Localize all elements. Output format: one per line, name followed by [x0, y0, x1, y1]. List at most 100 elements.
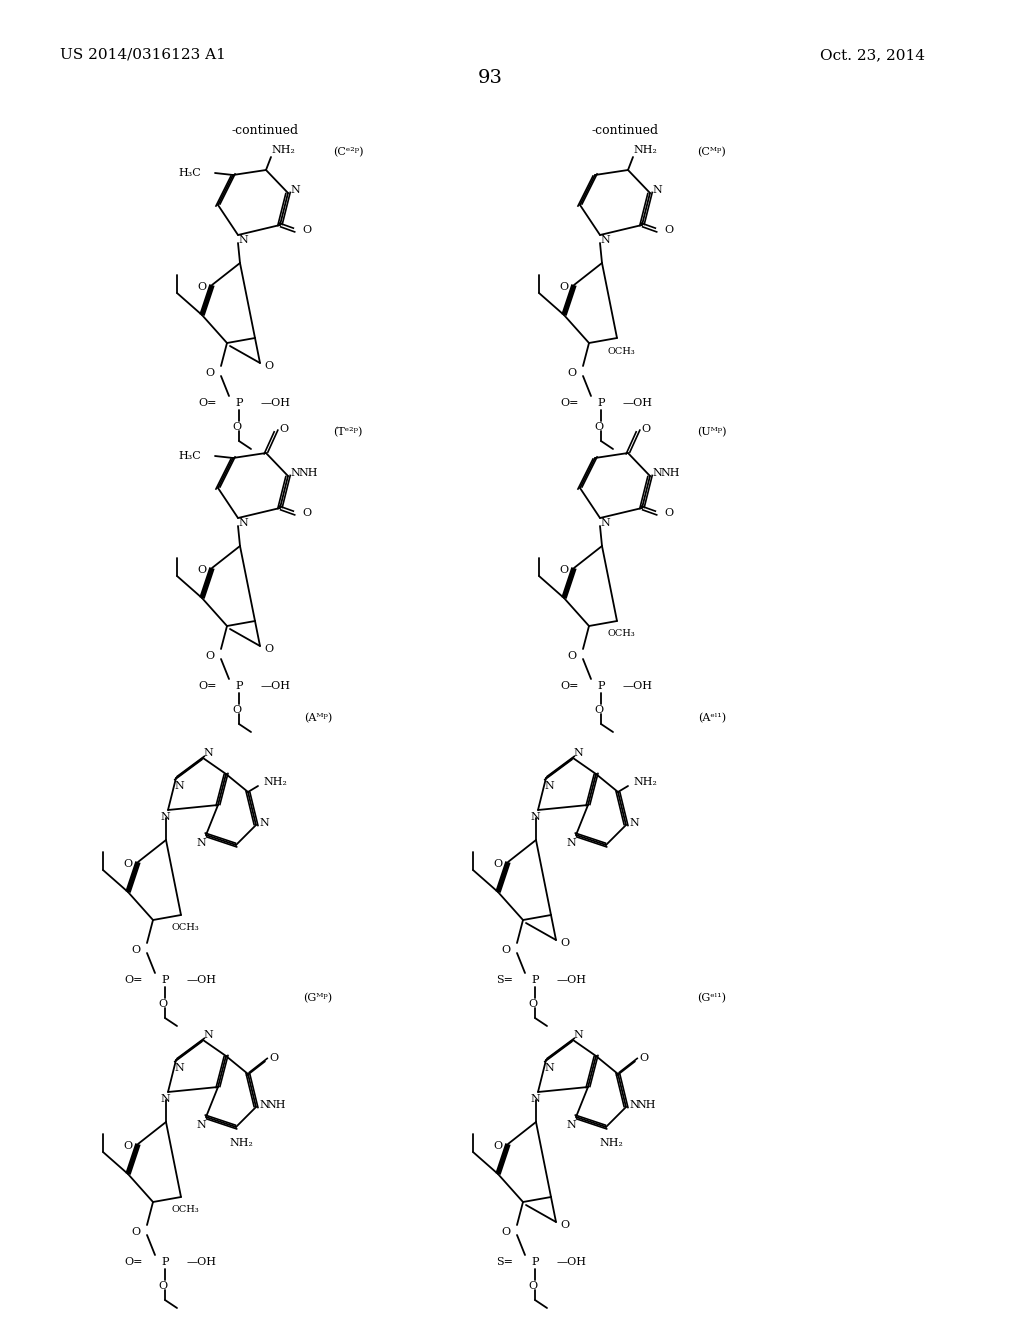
Text: N: N — [203, 1030, 213, 1040]
Text: N: N — [174, 1063, 184, 1073]
Text: O: O — [567, 368, 575, 378]
Text: O: O — [559, 282, 568, 292]
Text: S=: S= — [496, 1257, 513, 1267]
Text: O: O — [528, 1280, 538, 1291]
Text: H₃C: H₃C — [178, 451, 201, 461]
Text: O: O — [665, 224, 674, 235]
Text: N: N — [197, 838, 206, 847]
Text: N: N — [600, 235, 610, 246]
Text: O: O — [494, 1140, 503, 1151]
Text: N: N — [290, 185, 300, 195]
Text: N: N — [239, 517, 248, 528]
Text: N: N — [544, 1063, 554, 1073]
Text: O: O — [159, 999, 168, 1008]
Text: O: O — [232, 422, 242, 432]
Text: O=: O= — [560, 681, 579, 690]
Text: (Gᵉˡ¹): (Gᵉˡ¹) — [697, 993, 726, 1003]
Text: OCH₃: OCH₃ — [607, 346, 635, 355]
Text: O: O — [264, 644, 273, 653]
Text: O: O — [131, 945, 140, 954]
Text: —OH: —OH — [557, 1257, 587, 1267]
Text: O: O — [205, 368, 214, 378]
Text: P: P — [597, 399, 605, 408]
Text: Oct. 23, 2014: Oct. 23, 2014 — [820, 48, 925, 62]
Text: N: N — [600, 517, 610, 528]
Text: NH₂: NH₂ — [633, 777, 656, 787]
Text: O: O — [665, 508, 674, 517]
Text: NH₂: NH₂ — [599, 1138, 623, 1148]
Text: O=: O= — [125, 1257, 143, 1267]
Text: (Gᴹᵖ): (Gᴹᵖ) — [303, 993, 333, 1003]
Text: N: N — [652, 469, 662, 478]
Text: O: O — [528, 999, 538, 1008]
Text: -continued: -continued — [592, 124, 658, 136]
Text: OCH₃: OCH₃ — [607, 630, 635, 639]
Text: N: N — [239, 235, 248, 246]
Text: N: N — [530, 1094, 540, 1104]
Text: N: N — [203, 748, 213, 758]
Text: O: O — [494, 859, 503, 869]
Text: N: N — [174, 781, 184, 791]
Text: —OH: —OH — [261, 399, 291, 408]
Text: O=: O= — [125, 975, 143, 985]
Text: NH: NH — [660, 469, 680, 478]
Text: H₃C: H₃C — [178, 168, 201, 178]
Text: O: O — [269, 1053, 279, 1063]
Text: O: O — [205, 651, 214, 661]
Text: (Cᵉ²ᵖ): (Cᵉ²ᵖ) — [333, 147, 364, 157]
Text: —OH: —OH — [623, 399, 653, 408]
Text: O: O — [567, 651, 575, 661]
Text: NH₂: NH₂ — [271, 145, 295, 154]
Text: OCH₃: OCH₃ — [171, 924, 199, 932]
Text: N: N — [629, 818, 639, 828]
Text: O: O — [302, 508, 311, 517]
Text: O: O — [198, 565, 207, 576]
Text: NH₂: NH₂ — [263, 777, 287, 787]
Text: N: N — [290, 469, 300, 478]
Text: O: O — [159, 1280, 168, 1291]
Text: (Tᵉ²ᵖ): (Tᵉ²ᵖ) — [334, 426, 362, 437]
Text: N: N — [197, 1119, 206, 1130]
Text: (Aᵉˡ¹): (Aᵉˡ¹) — [698, 713, 726, 723]
Text: -continued: -continued — [231, 124, 299, 136]
Text: O: O — [595, 422, 603, 432]
Text: N: N — [573, 1030, 583, 1040]
Text: 93: 93 — [477, 69, 503, 87]
Text: NH: NH — [266, 1100, 286, 1110]
Text: N: N — [566, 1119, 575, 1130]
Text: O: O — [501, 1228, 510, 1237]
Text: N: N — [544, 781, 554, 791]
Text: US 2014/0316123 A1: US 2014/0316123 A1 — [60, 48, 226, 62]
Text: —OH: —OH — [557, 975, 587, 985]
Text: NH: NH — [298, 469, 317, 478]
Text: (Cᴹᵖ): (Cᴹᵖ) — [697, 147, 726, 157]
Text: P: P — [236, 399, 243, 408]
Text: —OH: —OH — [187, 1257, 217, 1267]
Text: O: O — [264, 360, 273, 371]
Text: —OH: —OH — [187, 975, 217, 985]
Text: O: O — [131, 1228, 140, 1237]
Text: O: O — [501, 945, 510, 954]
Text: O=: O= — [199, 681, 217, 690]
Text: O: O — [559, 565, 568, 576]
Text: O: O — [198, 282, 207, 292]
Text: O: O — [302, 224, 311, 235]
Text: O: O — [641, 424, 650, 434]
Text: S=: S= — [496, 975, 513, 985]
Text: N: N — [160, 812, 170, 822]
Text: N: N — [259, 1100, 269, 1110]
Text: O: O — [280, 424, 289, 434]
Text: N: N — [566, 838, 575, 847]
Text: O: O — [232, 705, 242, 715]
Text: P: P — [531, 975, 539, 985]
Text: O=: O= — [560, 399, 579, 408]
Text: O: O — [124, 1140, 132, 1151]
Text: O: O — [560, 1220, 569, 1230]
Text: N: N — [652, 185, 662, 195]
Text: —OH: —OH — [261, 681, 291, 690]
Text: O: O — [639, 1053, 648, 1063]
Text: N: N — [530, 812, 540, 822]
Text: P: P — [161, 1257, 169, 1267]
Text: N: N — [629, 1100, 639, 1110]
Text: NH₂: NH₂ — [633, 145, 656, 154]
